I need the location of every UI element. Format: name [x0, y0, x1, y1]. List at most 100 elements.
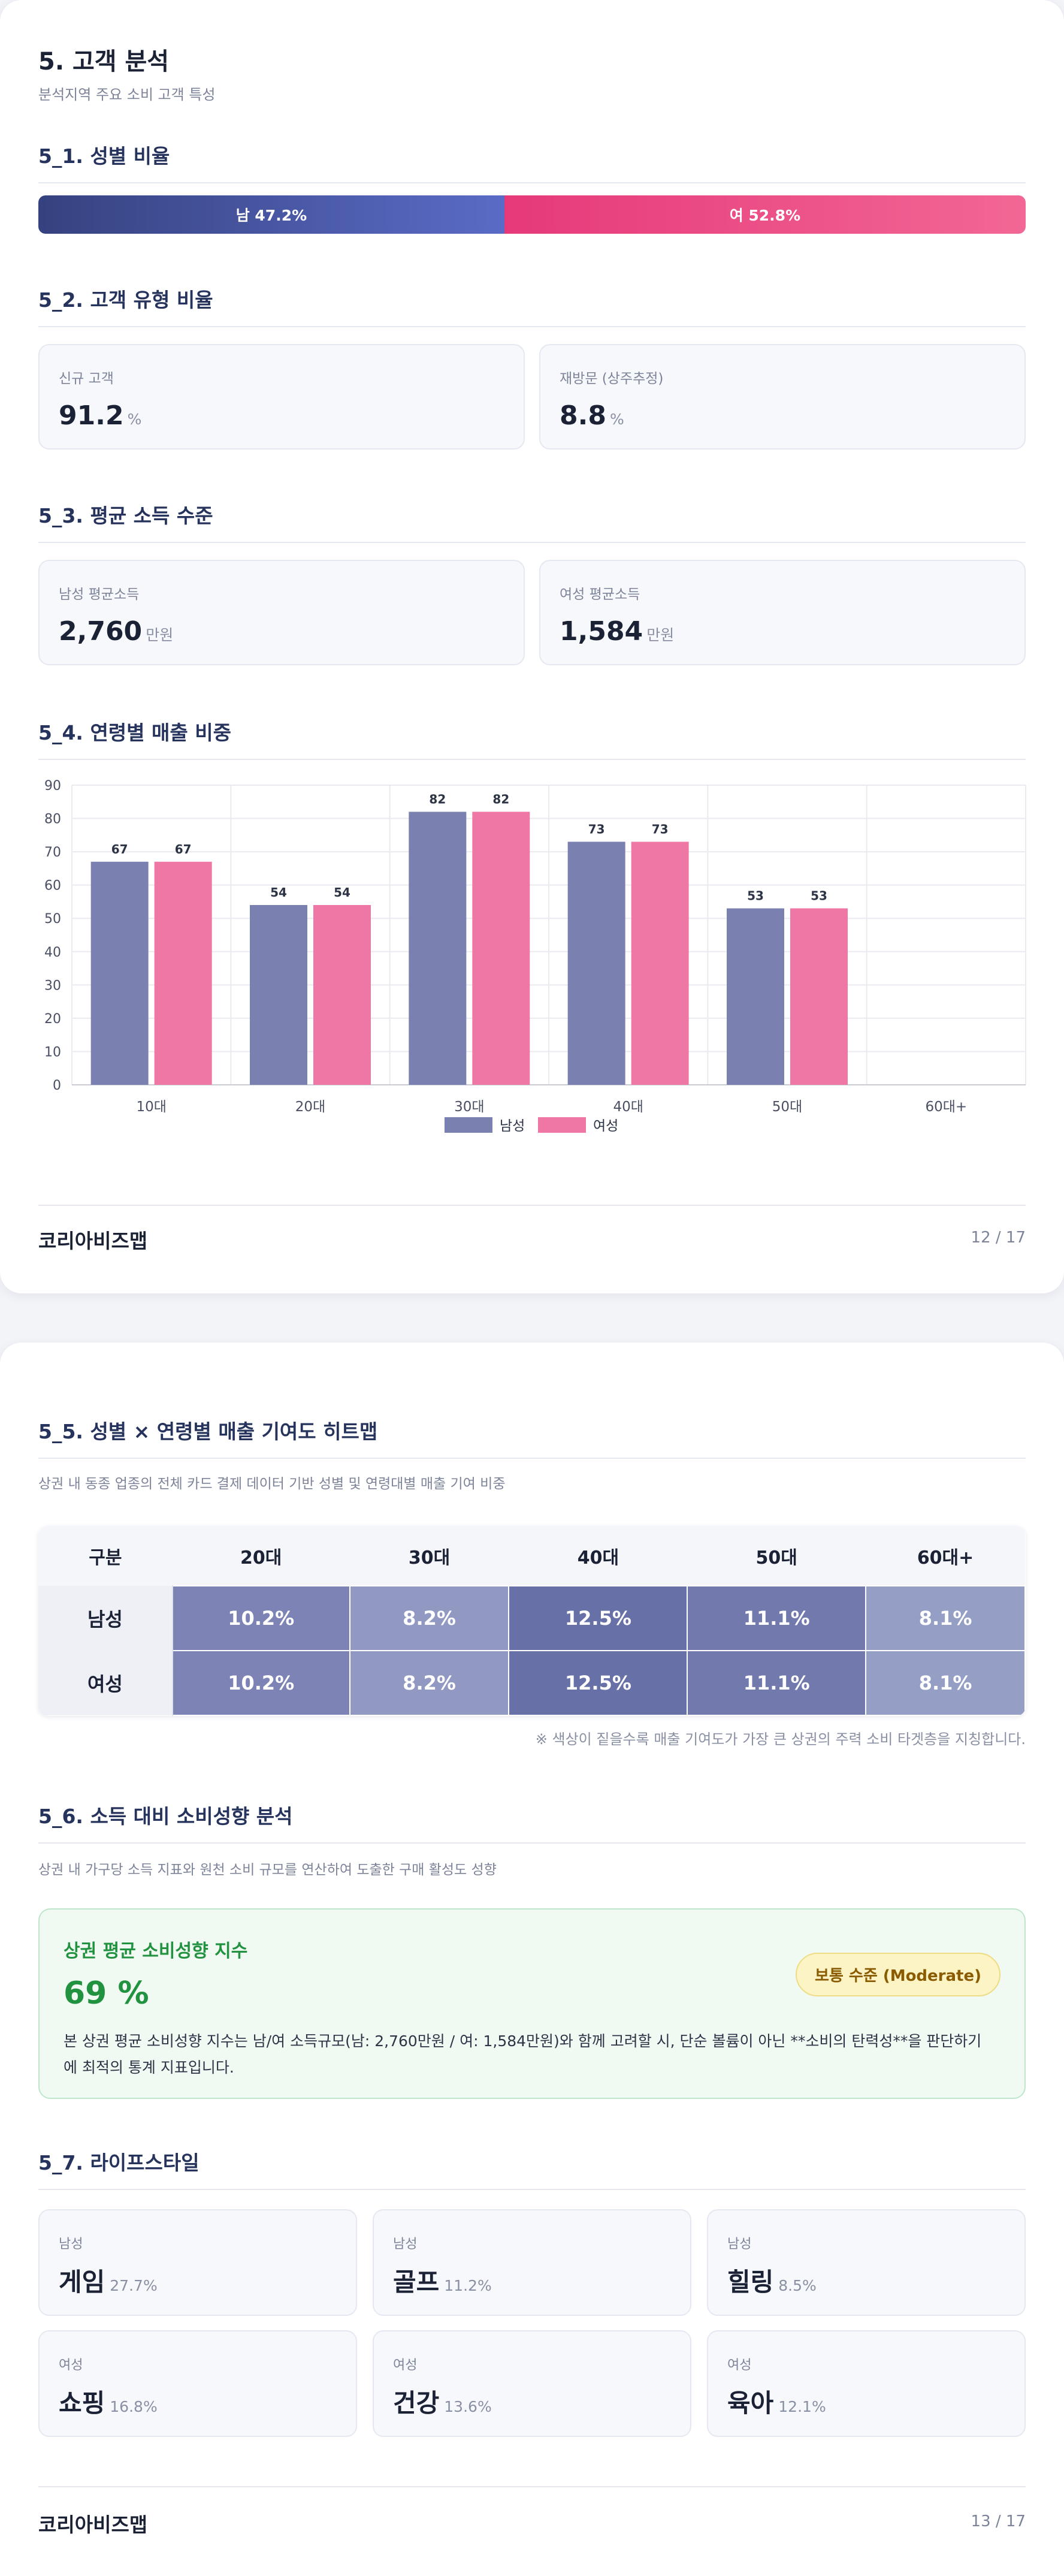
chart-xtick-label: 10대: [136, 1099, 166, 1115]
chart-bar: [154, 861, 212, 1085]
section-title-consumption: 5_6. 소득 대비 소비성향 분석: [38, 1800, 1026, 1844]
lifestyle-gender: 남성: [393, 2237, 418, 2252]
chart-xtick-label: 60대+: [925, 1099, 967, 1115]
heatmap-cell: 11.1%: [687, 1650, 867, 1716]
chart-legend-label: 남성: [500, 1118, 525, 1134]
consumption-index-panel: 상권 평균 소비성향 지수 69 % 보통 수준 (Moderate) 본 상권…: [38, 1908, 1026, 2099]
chart-data-label: 67: [111, 842, 128, 856]
heatmap-corner: 구분: [38, 1526, 173, 1586]
stat-card-unit: 만원: [646, 626, 675, 644]
lifestyle-gender: 여성: [393, 2358, 418, 2373]
chart-data-label: 67: [175, 842, 192, 856]
chart-ytick-label: 70: [44, 845, 61, 860]
lifestyle-pct: 8.5%: [778, 2277, 817, 2294]
stat-card-new-customer: 신규 고객 91.2%: [38, 344, 525, 450]
chart-ytick-label: 90: [44, 779, 61, 794]
stat-card-unit: %: [127, 411, 142, 428]
lifestyle-card: 남성 골프 11.2%: [373, 2209, 691, 2316]
section-title-heatmap: 5_5. 성별 × 연령별 매출 기여도 히트맵: [38, 1416, 1026, 1459]
consumption-index-value: 69 %: [64, 1975, 149, 2011]
section-title-lifestyle: 5_7. 라이프스타일: [38, 2147, 1026, 2190]
gender-ratio-bar: 남 47.2% 여 52.8%: [38, 195, 1026, 234]
chart-data-label: 73: [652, 822, 669, 836]
section-title-gender: 5_1. 성별 비율: [38, 140, 1026, 183]
lifestyle-pct: 13.6%: [444, 2398, 492, 2415]
heatmap-col-header: 50대: [687, 1526, 866, 1586]
chart-data-label: 82: [429, 792, 446, 806]
stat-card-unit: 만원: [146, 626, 174, 644]
chart-data-label: 54: [270, 885, 287, 900]
lifestyle-name: 쇼핑: [59, 2388, 105, 2418]
heatmap-col-header: 40대: [509, 1526, 688, 1586]
chart-data-label: 53: [811, 889, 827, 903]
stat-card-value: 1,584: [560, 616, 643, 647]
heatmap-cell: 8.1%: [865, 1650, 1026, 1716]
chart-xtick-label: 40대: [613, 1099, 643, 1115]
chart-bar: [790, 908, 848, 1085]
consumption-index-description: 본 상권 평균 소비성향 지수는 남/여 소득규모(남: 2,760만원 / 여…: [64, 2028, 1000, 2081]
heatmap-col-header: 60대+: [866, 1526, 1025, 1586]
page-number: 12 / 17: [971, 1229, 1026, 1247]
heatmap-cell: 8.2%: [349, 1650, 510, 1716]
consumption-desc-line: 에 최적의 통계 지표입니다.: [64, 2059, 234, 2076]
lifestyle-card: 여성 육아 12.1%: [707, 2330, 1026, 2437]
heatmap-row-male: 남성 10.2% 8.2% 12.5% 11.1% 8.1%: [38, 1585, 1026, 1651]
stat-card-value: 2,760: [59, 616, 143, 647]
stat-card-revisit: 재방문 (상주추정) 8.8%: [539, 344, 1026, 450]
stat-card-unit: %: [609, 411, 624, 428]
footer-brand: 코리아비즈맵: [38, 1229, 148, 1253]
lifestyle-pct: 27.7%: [110, 2277, 158, 2294]
section-title-customer-type: 5_2. 고객 유형 비율: [38, 284, 1026, 327]
chart-ytick-label: 10: [44, 1045, 61, 1060]
heatmap-cell: 10.2%: [171, 1650, 350, 1716]
lifestyle-name: 육아: [727, 2388, 774, 2418]
stat-card-label: 신규 고객: [59, 371, 114, 387]
section-title-age-sales: 5_4. 연령별 매출 비중: [38, 717, 1026, 760]
chart-xtick-label: 50대: [772, 1099, 802, 1115]
lifestyle-pct: 12.1%: [778, 2398, 826, 2415]
chart-legend-swatch: [445, 1117, 492, 1133]
lifestyle-name: 골프: [393, 2267, 440, 2297]
stat-card-value: 91.2: [59, 400, 124, 431]
footer-brand: 코리아비즈맵: [38, 2513, 148, 2536]
chart-data-label: 54: [334, 885, 350, 900]
lifestyle-gender: 여성: [59, 2358, 83, 2373]
section-title-income: 5_3. 평균 소득 수준: [38, 500, 1026, 543]
page-title: 5. 고객 분석: [38, 48, 170, 76]
chart-ytick-label: 80: [44, 812, 61, 827]
chart-ytick-label: 60: [44, 879, 61, 894]
chart-data-label: 73: [588, 822, 605, 836]
chart-bar: [567, 841, 625, 1085]
heatmap-row-header: 남성: [38, 1586, 173, 1651]
chart-legend-swatch: [538, 1117, 586, 1133]
chart-bar: [727, 908, 784, 1085]
footer-divider: [38, 2486, 1026, 2487]
stat-card-label: 여성 평균소득: [560, 587, 640, 602]
heatmap-col-header: 20대: [172, 1526, 350, 1586]
chart-ytick-label: 30: [44, 978, 61, 993]
heatmap-cell: 10.2%: [171, 1585, 350, 1651]
page-number: 13 / 17: [971, 2512, 1026, 2530]
lifestyle-card: 남성 게임 27.7%: [38, 2209, 357, 2316]
chart-bar: [313, 905, 371, 1085]
chart-xtick-label: 30대: [454, 1099, 484, 1115]
chart-xtick-label: 20대: [295, 1099, 325, 1115]
heatmap-cell: 12.5%: [508, 1585, 688, 1651]
page-subtitle: 분석지역 주요 소비 고객 특성: [38, 86, 216, 103]
stat-card-label: 남성 평균소득: [59, 587, 140, 602]
heatmap-description: 상권 내 동종 업종의 전체 카드 결제 데이터 기반 성별 및 연령대별 매출…: [38, 1476, 506, 1492]
lifestyle-gender: 여성: [727, 2358, 752, 2373]
stat-card-label: 재방문 (상주추정): [560, 371, 664, 387]
lifestyle-name: 건강: [393, 2388, 440, 2418]
chart-legend-label: 여성: [593, 1118, 618, 1134]
chart-bar: [90, 861, 149, 1085]
sales-heatmap: 구분 20대 30대 40대 50대 60대+ 남성 10.2% 8.2% 12…: [38, 1526, 1026, 1716]
chart-bar: [631, 841, 689, 1085]
lifestyle-card: 남성 힐링 8.5%: [707, 2209, 1026, 2316]
chart-ytick-label: 40: [44, 945, 61, 960]
lifestyle-card: 여성 건강 13.6%: [373, 2330, 691, 2437]
lifestyle-pct: 11.2%: [444, 2277, 492, 2294]
chart-bar: [250, 905, 307, 1085]
gender-bar-male-label: 남 47.2%: [235, 207, 307, 224]
chart-data-label: 53: [747, 889, 764, 903]
